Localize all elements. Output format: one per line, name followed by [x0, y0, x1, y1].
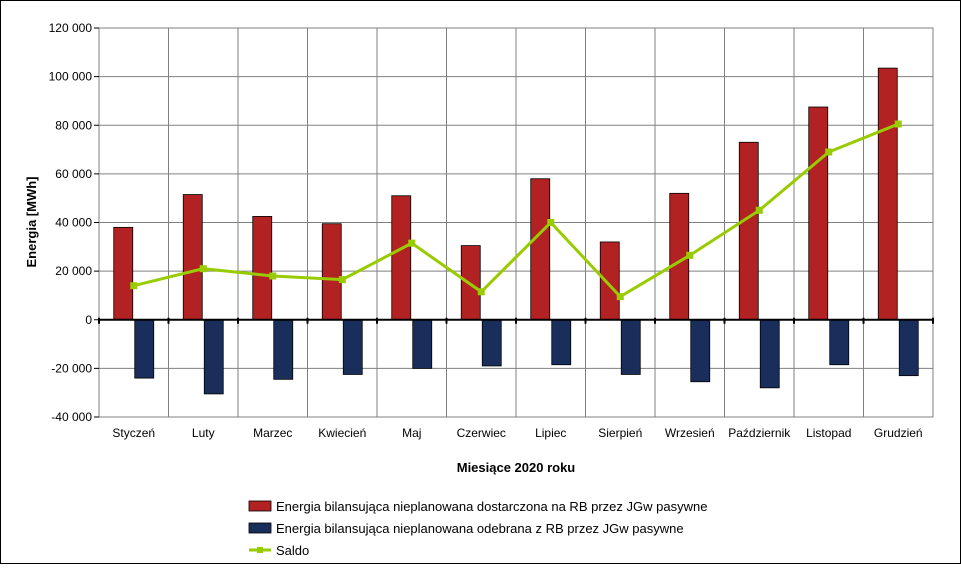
bar-delivered-6 — [530, 178, 551, 321]
saldo-line — [133, 122, 899, 299]
saldo-point-4 — [408, 239, 416, 247]
saldo-point-10 — [825, 148, 833, 156]
bar-received-5 — [481, 319, 502, 367]
y-tick-label-1: -20 000 — [51, 361, 92, 375]
x-tick-label-6: Lipiec — [535, 426, 566, 440]
y-tick-label-2: 0 — [85, 313, 92, 327]
y-tick-label-7: 100 000 — [49, 70, 93, 84]
zero-axis — [98, 317, 934, 324]
bar-received-3 — [342, 319, 363, 375]
x-tick-label-8: Wrzesień — [665, 426, 715, 440]
bars — [113, 67, 919, 395]
legend-label-saldo: Saldo — [276, 543, 309, 558]
saldo-point-6 — [547, 219, 555, 226]
bar-delivered-0 — [113, 226, 134, 321]
x-tick-label-5: Czerwiec — [457, 426, 506, 440]
legend-label-received: Energia bilansująca nieplanowana odebran… — [276, 521, 684, 536]
x-tick-label-0: Styczeń — [112, 426, 155, 440]
saldo-point-2 — [269, 272, 277, 280]
saldo-point-3 — [338, 276, 346, 284]
bar-received-11 — [898, 319, 919, 377]
legend-label-delivered: Energia bilansująca nieplanowana dostarc… — [276, 499, 707, 514]
x-tick-label-11: Grudzień — [874, 426, 923, 440]
bar-delivered-3 — [321, 223, 342, 321]
y-tick-label-5: 60 000 — [55, 167, 92, 181]
x-tick-label-3: Kwiecień — [318, 426, 366, 440]
y-tick-label-4: 40 000 — [55, 216, 92, 230]
legend-swatch-received — [248, 522, 272, 534]
saldo-line-group — [130, 120, 902, 301]
saldo-point-9 — [755, 206, 763, 214]
x-tick-label-9: Październik — [728, 426, 791, 440]
saldo-point-7 — [616, 293, 624, 301]
y-tick-label-3: 20 000 — [55, 264, 92, 278]
bar-delivered-11 — [877, 67, 898, 321]
bar-received-6 — [551, 319, 572, 366]
x-tick-label-2: Marzec — [253, 426, 292, 440]
saldo-point-8 — [686, 251, 694, 259]
y-tick-label-8: 120 000 — [49, 21, 93, 35]
bar-received-9 — [759, 319, 780, 389]
bar-received-1 — [203, 319, 224, 395]
y-axis-title: Energia [MWh] — [24, 177, 39, 268]
bar-delivered-1 — [182, 194, 203, 321]
y-tick-label-6: 80 000 — [55, 118, 92, 132]
legend-swatch-delivered — [248, 500, 272, 512]
bar-delivered-7 — [599, 241, 620, 321]
y-ticks: -40 000 -20 000 0 20 000 40 000 60 000 80 000 1… — [49, 21, 99, 424]
saldo-point-5 — [477, 288, 485, 296]
saldo-point-1 — [199, 265, 207, 273]
legend: Energia bilansująca nieplanowana dostarc… — [248, 499, 707, 558]
bar-delivered-10 — [808, 106, 829, 321]
y-tick-label-0: -40 000 — [51, 410, 92, 424]
saldo-point-11 — [894, 120, 902, 128]
bar-received-2 — [273, 319, 294, 380]
x-tick-label-1: Luty — [192, 426, 215, 440]
saldo-point-0 — [130, 282, 138, 290]
bar-received-0 — [134, 319, 155, 379]
x-tick-label-10: Listopad — [806, 426, 851, 440]
x-axis-title: Miesiące 2020 roku — [457, 460, 576, 475]
x-tick-label-4: Maj — [402, 426, 421, 440]
grid — [99, 27, 933, 418]
x-tick-label-7: Sierpień — [598, 426, 642, 440]
bar-delivered-4 — [391, 195, 412, 321]
bar-received-4 — [412, 319, 433, 369]
bar-received-7 — [620, 319, 641, 375]
legend-marker-saldo — [257, 547, 263, 553]
x-ticks: Styczeń Luty Marzec Kwiecień Maj Czerwiec Lipi… — [112, 426, 922, 440]
bar-delivered-2 — [252, 216, 273, 321]
bar-received-10 — [829, 319, 850, 366]
bar-received-8 — [690, 319, 711, 383]
bar-delivered-9 — [738, 141, 759, 321]
